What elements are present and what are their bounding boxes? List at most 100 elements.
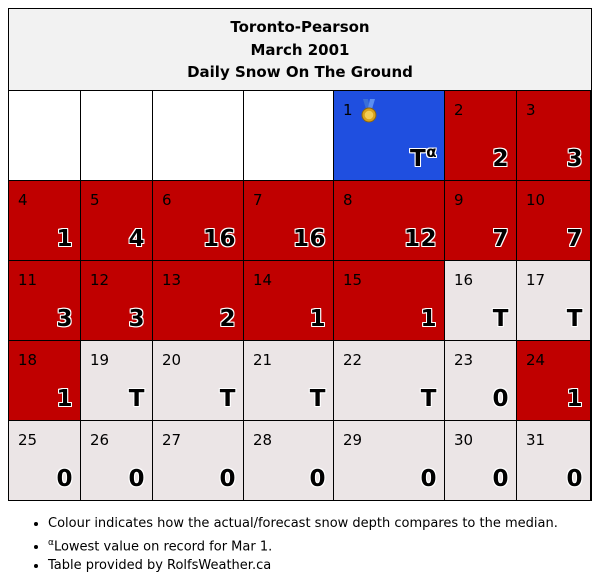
empty-cell — [153, 91, 244, 181]
snow-depth-text: 3 — [566, 146, 583, 172]
day-cell: 29 0 — [334, 421, 445, 501]
day-number: 21 — [253, 351, 273, 369]
snow-depth-text: 0 — [492, 466, 509, 492]
snow-depth-text: 3 — [128, 306, 145, 332]
day-cell: 19 T — [81, 341, 153, 421]
snow-depth-text: 0 — [492, 386, 509, 412]
day-cell: 8 12 — [334, 181, 445, 261]
station-name: Toronto-Pearson — [230, 18, 370, 36]
day-cell: 10 7 — [517, 181, 591, 261]
day-number: 23 — [454, 351, 474, 369]
day-number: 28 — [253, 431, 273, 449]
snow-depth-text: 2 — [492, 146, 509, 172]
record-footnote: αLowest value on record for Mar 1. — [48, 534, 558, 557]
day-cell: 17 T — [517, 261, 591, 341]
day-cell: 21 T — [244, 341, 334, 421]
snow-depth-text: T — [566, 306, 583, 332]
snow-depth-value: 0 — [566, 466, 583, 492]
day-number: 8 — [343, 191, 353, 209]
record-note-mark: α — [426, 143, 437, 161]
snow-depth-text: T — [128, 386, 145, 412]
day-number: 17 — [526, 271, 546, 289]
snow-depth-value: T — [129, 386, 145, 412]
snow-depth-value: T — [220, 386, 236, 412]
snow-depth-value: 3 — [128, 306, 145, 332]
day-cell: 12 3 — [81, 261, 153, 341]
snow-depth-text: 1 — [56, 226, 73, 252]
snow-depth-value: 1 — [56, 386, 73, 412]
footnote-mark: α — [48, 537, 54, 548]
empty-cell — [81, 91, 153, 181]
day-number: 31 — [526, 431, 546, 449]
day-number: 30 — [454, 431, 474, 449]
snow-depth-value: 7 — [566, 226, 583, 252]
day-cell: 16 T — [445, 261, 517, 341]
day-cell: 22 T — [334, 341, 445, 421]
snow-depth-value: 3 — [566, 146, 583, 172]
day-number: 1 — [343, 101, 353, 119]
day-number: 2 — [454, 101, 464, 119]
table-title: Daily Snow On The Ground — [187, 63, 413, 81]
day-number: 19 — [90, 351, 110, 369]
day-cell: 6 16 — [153, 181, 244, 261]
snow-depth-value: 1 — [566, 386, 583, 412]
snow-depth-value: 2 — [219, 306, 236, 332]
medal-icon — [361, 99, 377, 123]
snow-depth-value: 1 — [309, 306, 326, 332]
snow-depth-value: 0 — [56, 466, 73, 492]
snow-depth-value: T — [310, 386, 326, 412]
snow-depth-value: 16 — [203, 226, 236, 252]
day-cell: 14 1 — [244, 261, 334, 341]
day-cell: 23 0 — [445, 341, 517, 421]
day-number: 12 — [90, 271, 110, 289]
day-number: 16 — [454, 271, 474, 289]
snow-depth-text: 1 — [420, 306, 437, 332]
day-number: 18 — [18, 351, 38, 369]
snow-depth-text: 16 — [202, 226, 236, 252]
day-number: 6 — [162, 191, 172, 209]
snow-depth-text: 1 — [56, 386, 73, 412]
notes-list: Colour indicates how the actual/forecast… — [30, 514, 558, 576]
snow-depth-text: 0 — [219, 466, 236, 492]
snow-depth-text: 2 — [219, 306, 236, 332]
snow-depth-text: 7 — [492, 226, 509, 252]
day-number: 13 — [162, 271, 182, 289]
day-cell: 25 0 — [9, 421, 81, 501]
snow-depth-value: 0 — [492, 466, 509, 492]
snow-depth-text: 12 — [403, 226, 437, 252]
snow-depth-value: 0 — [128, 466, 145, 492]
day-number: 9 — [454, 191, 464, 209]
day-cell: 28 0 — [244, 421, 334, 501]
snow-depth-value: 16 — [293, 226, 326, 252]
day-number: 25 — [18, 431, 38, 449]
snow-depth-text: 0 — [56, 466, 73, 492]
month-label: March 2001 — [250, 40, 350, 59]
day-cell: 7 16 — [244, 181, 334, 261]
day-number: 29 — [343, 431, 363, 449]
snow-depth-text: T — [492, 306, 509, 332]
day-number: 26 — [90, 431, 110, 449]
snow-depth-text: 1 — [309, 306, 326, 332]
colour-note: Colour indicates how the actual/forecast… — [48, 514, 558, 534]
snow-depth-text: 0 — [566, 466, 583, 492]
snow-depth-value: T — [567, 306, 583, 332]
snow-depth-text: T — [409, 146, 427, 172]
day-number: 15 — [343, 271, 363, 289]
day-cell: 20 T — [153, 341, 244, 421]
footnote-text: Lowest value on record for Mar 1. — [53, 538, 273, 554]
day-cell: 15 1 — [334, 261, 445, 341]
snow-depth-value: 0 — [219, 466, 236, 492]
day-cell: 31 0 — [517, 421, 591, 501]
day-number: 22 — [343, 351, 363, 369]
day-cell: 11 3 — [9, 261, 81, 341]
snow-depth-text: 7 — [566, 226, 583, 252]
snow-depth-value: 0 — [420, 466, 437, 492]
snow-depth-text: T — [309, 386, 326, 412]
day-cell: 1 Tα — [334, 91, 445, 181]
day-number: 20 — [162, 351, 182, 369]
snow-depth-text: T — [420, 386, 437, 412]
